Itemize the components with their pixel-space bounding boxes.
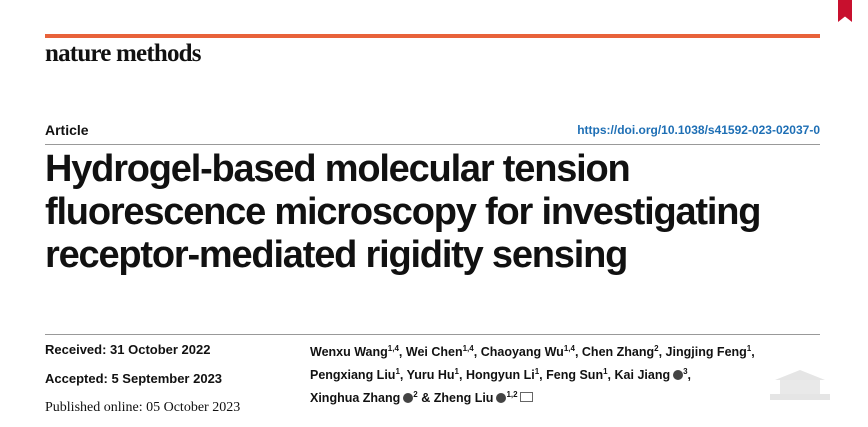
affiliation: 1,4: [563, 344, 575, 353]
title-line: receptor-mediated rigidity sensing: [45, 234, 628, 276]
bookmark[interactable]: [838, 0, 852, 22]
authors: Wenxu Wang1,4, Wei Chen1,4, Chaoyang Wu1…: [310, 339, 755, 408]
rule: [45, 334, 820, 335]
affiliation: 1,2: [506, 390, 518, 400]
author-name: Pengxiang Liu: [310, 368, 396, 383]
title-line: fluorescence microscopy for investigatin…: [45, 191, 761, 233]
author-name: Jingjing Feng: [665, 345, 747, 360]
separator: ,: [459, 368, 463, 383]
author-name: Zheng Liu: [433, 391, 494, 406]
separator: ,: [574, 345, 579, 360]
affiliation: 1,4: [462, 344, 474, 353]
affiliation: 2: [413, 390, 418, 400]
date: Received: 31 October 2022: [45, 342, 211, 357]
watermark-logo: [770, 370, 830, 400]
doi-link[interactable]: https://doi.org/10.1038/s41592-023-02037…: [577, 123, 820, 137]
title: Hydrogel-based molecular tension fluoresc…: [45, 148, 761, 277]
affiliation: 2: [654, 344, 659, 353]
dates: Received: 31 October 2022 Accepted: 5 Sep…: [45, 340, 240, 427]
rule: [45, 144, 820, 145]
title-line: Hydrogel-based molecular tension: [45, 148, 631, 190]
author-line: Wenxu Wang1,4, Wei Chen1,4, Chaoyang Wu1…: [310, 339, 755, 362]
affiliation: 1: [395, 367, 400, 377]
separator: ,: [473, 345, 478, 360]
author-name: Wei Chen: [405, 345, 463, 360]
separator: ,: [539, 368, 543, 383]
author-name: Xinghua Zhang: [310, 391, 401, 406]
affiliation: 1,4: [387, 344, 399, 353]
separator: ,: [687, 368, 692, 383]
separator: ,: [398, 345, 403, 360]
affiliation: 3: [683, 367, 688, 377]
author-name: Hongyun Li: [465, 368, 535, 383]
author-name: Feng Sun: [546, 368, 604, 383]
date: Accepted: 5 September 2023: [45, 371, 223, 386]
date: Published online: 05 October 2023: [45, 400, 241, 415]
affiliation: 1: [603, 367, 608, 377]
author-name: Yuru Hu: [406, 368, 455, 383]
author-name: Kai Jiang: [614, 368, 671, 383]
affiliation: 1: [454, 367, 459, 377]
separator: ,: [658, 345, 663, 360]
orcid-icon[interactable]: [673, 370, 684, 381]
mail-icon[interactable]: [519, 392, 533, 403]
header-bar: [45, 34, 820, 38]
orcid-icon[interactable]: [496, 393, 507, 404]
journal-name: nature methods: [45, 40, 202, 67]
separator: &: [421, 391, 431, 406]
author-name: Chaoyang Wu: [480, 345, 564, 360]
separator: ,: [399, 368, 404, 383]
page: nature methods Article https://doi.org/1…: [45, 0, 852, 415]
separator: ,: [751, 345, 755, 360]
affiliation: 1: [534, 367, 540, 377]
orcid-icon[interactable]: [403, 393, 414, 404]
affiliation: 1: [746, 344, 752, 353]
author-line: Pengxiang Liu1, Yuru Hu1, Hongyun Li1, F…: [310, 362, 755, 385]
author-name: Wenxu Wang: [310, 345, 388, 360]
article-type: Article: [45, 122, 89, 138]
author-name: Chen Zhang: [581, 345, 655, 360]
author-line: Xinghua Zhang 2 & Zheng Liu 1,2: [310, 385, 755, 408]
separator: ,: [607, 368, 612, 383]
